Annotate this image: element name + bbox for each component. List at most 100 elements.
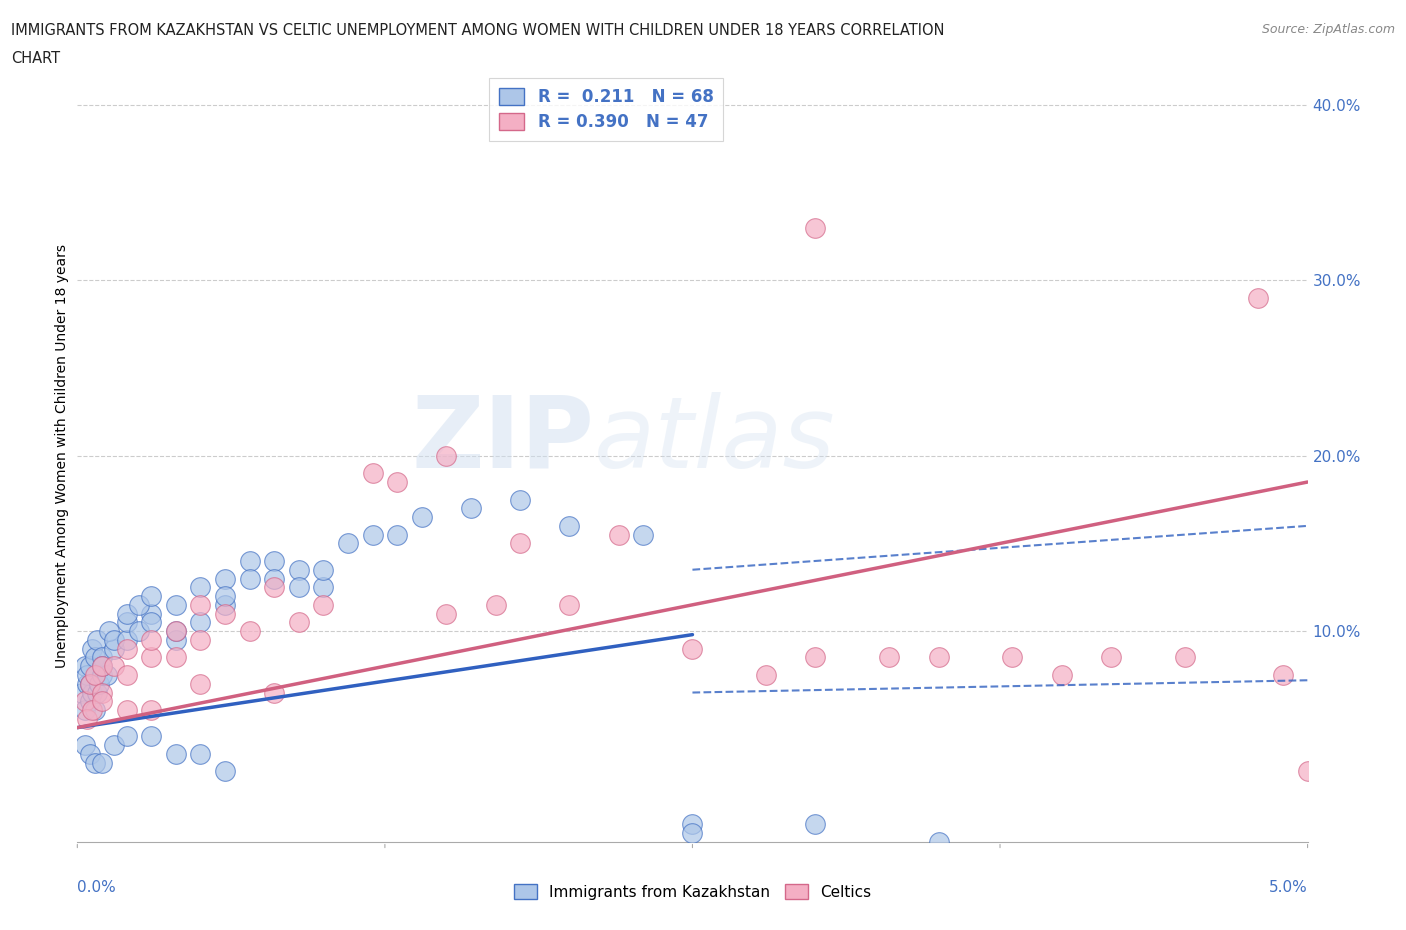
Point [79,747,101,762]
Text: IMMIGRANTS FROM KAZAKHSTAN VS CELTIC UNEMPLOYMENT AMONG WOMEN WITH CHILDREN UNDE: IMMIGRANTS FROM KAZAKHSTAN VS CELTIC UNE… [11,23,945,38]
Point [70,685,93,700]
Text: 0.0%: 0.0% [77,880,117,896]
Point [928,650,950,665]
Text: atlas: atlas [595,392,835,489]
Point [90,668,114,683]
Point [385,474,409,489]
Point [361,466,384,481]
Point [103,632,125,647]
Point [141,606,163,621]
Point [361,527,384,542]
Point [682,817,704,831]
Point [90,755,114,770]
Point [263,571,285,586]
Point [385,527,409,542]
Point [165,597,187,612]
Point [188,747,212,762]
Point [239,624,262,639]
Text: 5.0%: 5.0% [1268,880,1308,896]
Point [288,615,311,630]
Point [633,527,655,542]
Point [82,703,104,718]
Point [83,668,105,683]
Point [804,650,827,665]
Point [188,597,212,612]
Point [76,668,98,683]
Point [188,579,212,594]
Point [115,615,138,630]
Point [82,642,104,657]
Point [682,826,704,841]
Point [263,553,285,568]
Point [214,571,236,586]
Point [115,642,138,657]
Text: CHART: CHART [11,51,60,66]
Point [1001,650,1024,665]
Point [90,650,114,665]
Point [165,632,187,647]
Point [90,658,114,673]
Point [312,563,335,578]
Point [73,737,96,752]
Point [879,650,901,665]
Point [103,737,125,752]
Point [337,536,360,551]
Point [86,632,108,647]
Point [436,606,458,621]
Point [1050,668,1073,683]
Point [83,755,105,770]
Point [214,589,236,604]
Point [607,527,630,542]
Point [1272,668,1295,683]
Point [73,703,96,718]
Point [214,606,236,621]
Point [141,703,163,718]
Point [115,668,138,683]
Point [79,676,101,691]
Point [1099,650,1122,665]
Legend: Immigrants from Kazakhstan, Celtics: Immigrants from Kazakhstan, Celtics [506,877,879,908]
Y-axis label: Unemployment Among Women with Children Under 18 years: Unemployment Among Women with Children U… [55,244,69,668]
Point [115,729,138,744]
Point [188,632,212,647]
Point [76,676,98,691]
Point [83,703,105,718]
Point [928,834,950,849]
Point [79,658,101,673]
Point [83,650,105,665]
Point [165,624,187,639]
Point [73,658,96,673]
Point [141,632,163,647]
Point [103,658,125,673]
Point [312,597,335,612]
Point [165,747,187,762]
Point [141,589,163,604]
Point [141,615,163,630]
Point [558,518,581,533]
Point [115,606,138,621]
Point [79,694,101,709]
Point [1296,764,1319,779]
Point [755,668,778,683]
Point [558,597,581,612]
Point [312,579,335,594]
Point [214,597,236,612]
Point [73,694,96,709]
Point [188,615,212,630]
Point [263,685,285,700]
Point [128,624,150,639]
Point [86,685,108,700]
Point [141,729,163,744]
Point [79,676,101,691]
Point [509,536,531,551]
Point [485,597,508,612]
Point [288,563,311,578]
Point [509,492,531,507]
Point [96,668,118,683]
Point [804,220,827,235]
Point [214,764,236,779]
Point [682,642,704,657]
Point [115,703,138,718]
Point [411,510,433,525]
Point [98,624,121,639]
